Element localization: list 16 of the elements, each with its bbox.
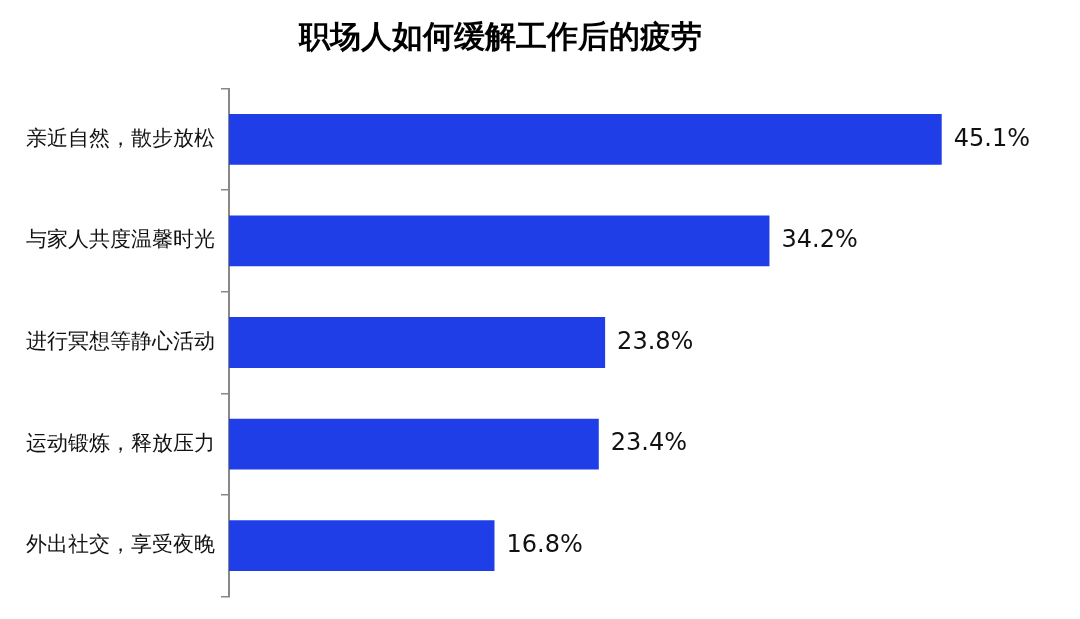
bar xyxy=(229,317,606,368)
y-tick-label: 运动锻炼，释放压力 xyxy=(26,430,215,455)
bar xyxy=(229,113,942,165)
data-label: 23.4% xyxy=(610,428,688,457)
bar xyxy=(229,520,495,572)
data-label: 23.8% xyxy=(617,326,694,355)
y-tick-label: 进行冥想等静心活动 xyxy=(26,328,215,353)
data-label: 16.8% xyxy=(506,529,583,558)
y-tick-label: 亲近自然，散步放松 xyxy=(26,125,215,150)
bar xyxy=(229,215,770,267)
data-label: 34.2% xyxy=(781,225,858,254)
y-tick-label: 外出社交，享受夜晚 xyxy=(26,532,215,557)
data-label: 45.1% xyxy=(953,123,1030,152)
bar xyxy=(229,418,599,470)
y-tick-label: 与家人共度温馨时光 xyxy=(26,227,215,252)
chart-title: 职场人如何缓解工作后的疲劳 xyxy=(297,17,703,56)
